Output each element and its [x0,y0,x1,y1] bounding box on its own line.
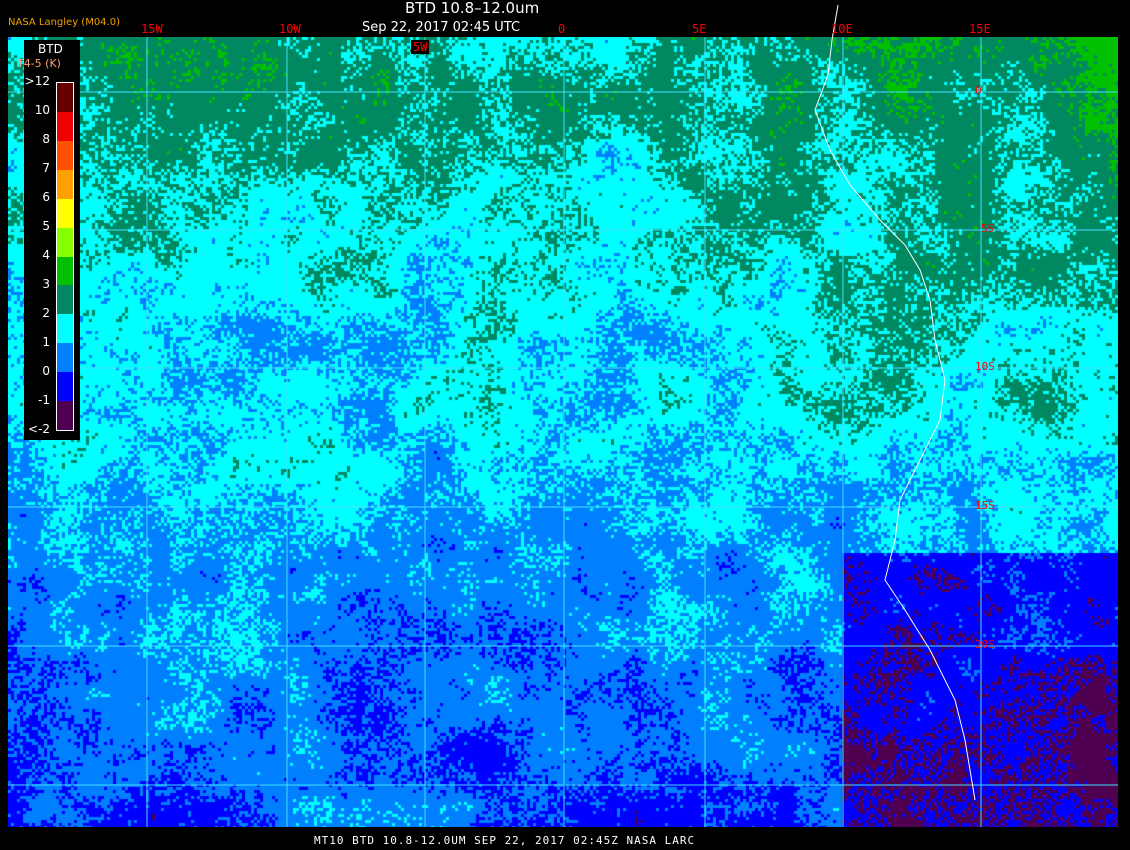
legend-tick: 5 [42,219,50,233]
legend-tick: 4 [42,248,50,262]
lon-label-10w: 10W [279,22,301,36]
lon-label-15w: 15W [141,22,163,36]
legend-swatch [57,314,73,344]
lat-label-15s: 15S [975,499,995,512]
legend-tick: 10 [34,103,50,117]
legend-tick: -1 [38,393,50,407]
btd-satellite-image [8,37,1118,827]
legend-units: T4-5 (K) [17,57,61,70]
legend-title: BTD [38,42,63,56]
legend-swatch [57,111,73,141]
legend-swatch [57,343,73,373]
lon-label-10e: 10E [831,22,853,36]
legend-swatch [57,285,73,315]
legend-tick: 8 [42,132,50,146]
legend-swatch [57,256,73,286]
lat-label-5s: 5S [981,222,995,235]
lon-label-15e: 15E [969,22,991,36]
legend-swatch [57,227,73,257]
legend-swatch [57,140,73,170]
footer-caption: MT10 BTD 10.8-12.0UM SEP 22, 2017 02:45Z… [314,834,696,847]
color-legend: BTD T4-5 (K) >12 10 8 7 6 5 4 3 2 1 0 -1 <-2 [17,40,80,440]
legend-tick: 2 [42,306,50,320]
color-bar [56,82,74,431]
brand-label: NASA Langley (M04.0) [8,17,120,28]
legend-tick: 7 [42,161,50,175]
legend-swatch [57,198,73,228]
legend-swatch [57,83,73,112]
lon-label-5e: 5E [692,22,707,36]
legend-tick: 0 [42,364,50,378]
legend-swatch [57,401,73,431]
lon-label-0: 0 [558,22,566,36]
legend-tick: 1 [42,335,50,349]
legend-tick: 3 [42,277,50,291]
image-timestamp: Sep 22, 2017 02:45 UTC [362,20,521,35]
legend-tick: 6 [42,190,50,204]
lat-label-20s: 20S [975,638,995,651]
image-title: BTD 10.8–12.0um [405,0,540,17]
lon-label-5w: 5W [411,40,430,54]
legend-tick: <-2 [27,422,50,436]
lat-label-10s: 10S [975,360,995,373]
legend-swatch [57,169,73,199]
legend-tick: >12 [24,74,50,88]
lat-label-0: 0 [975,84,982,97]
legend-swatch [57,372,73,402]
